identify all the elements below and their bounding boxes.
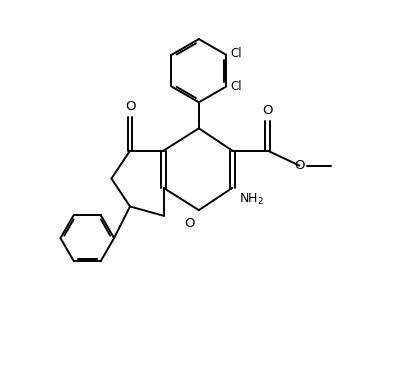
Text: O: O — [294, 159, 305, 172]
Text: NH$_2$: NH$_2$ — [239, 192, 264, 207]
Text: O: O — [262, 104, 273, 117]
Text: O: O — [125, 100, 135, 113]
Text: Cl: Cl — [231, 80, 242, 93]
Text: Cl: Cl — [231, 46, 242, 60]
Text: O: O — [184, 217, 194, 230]
